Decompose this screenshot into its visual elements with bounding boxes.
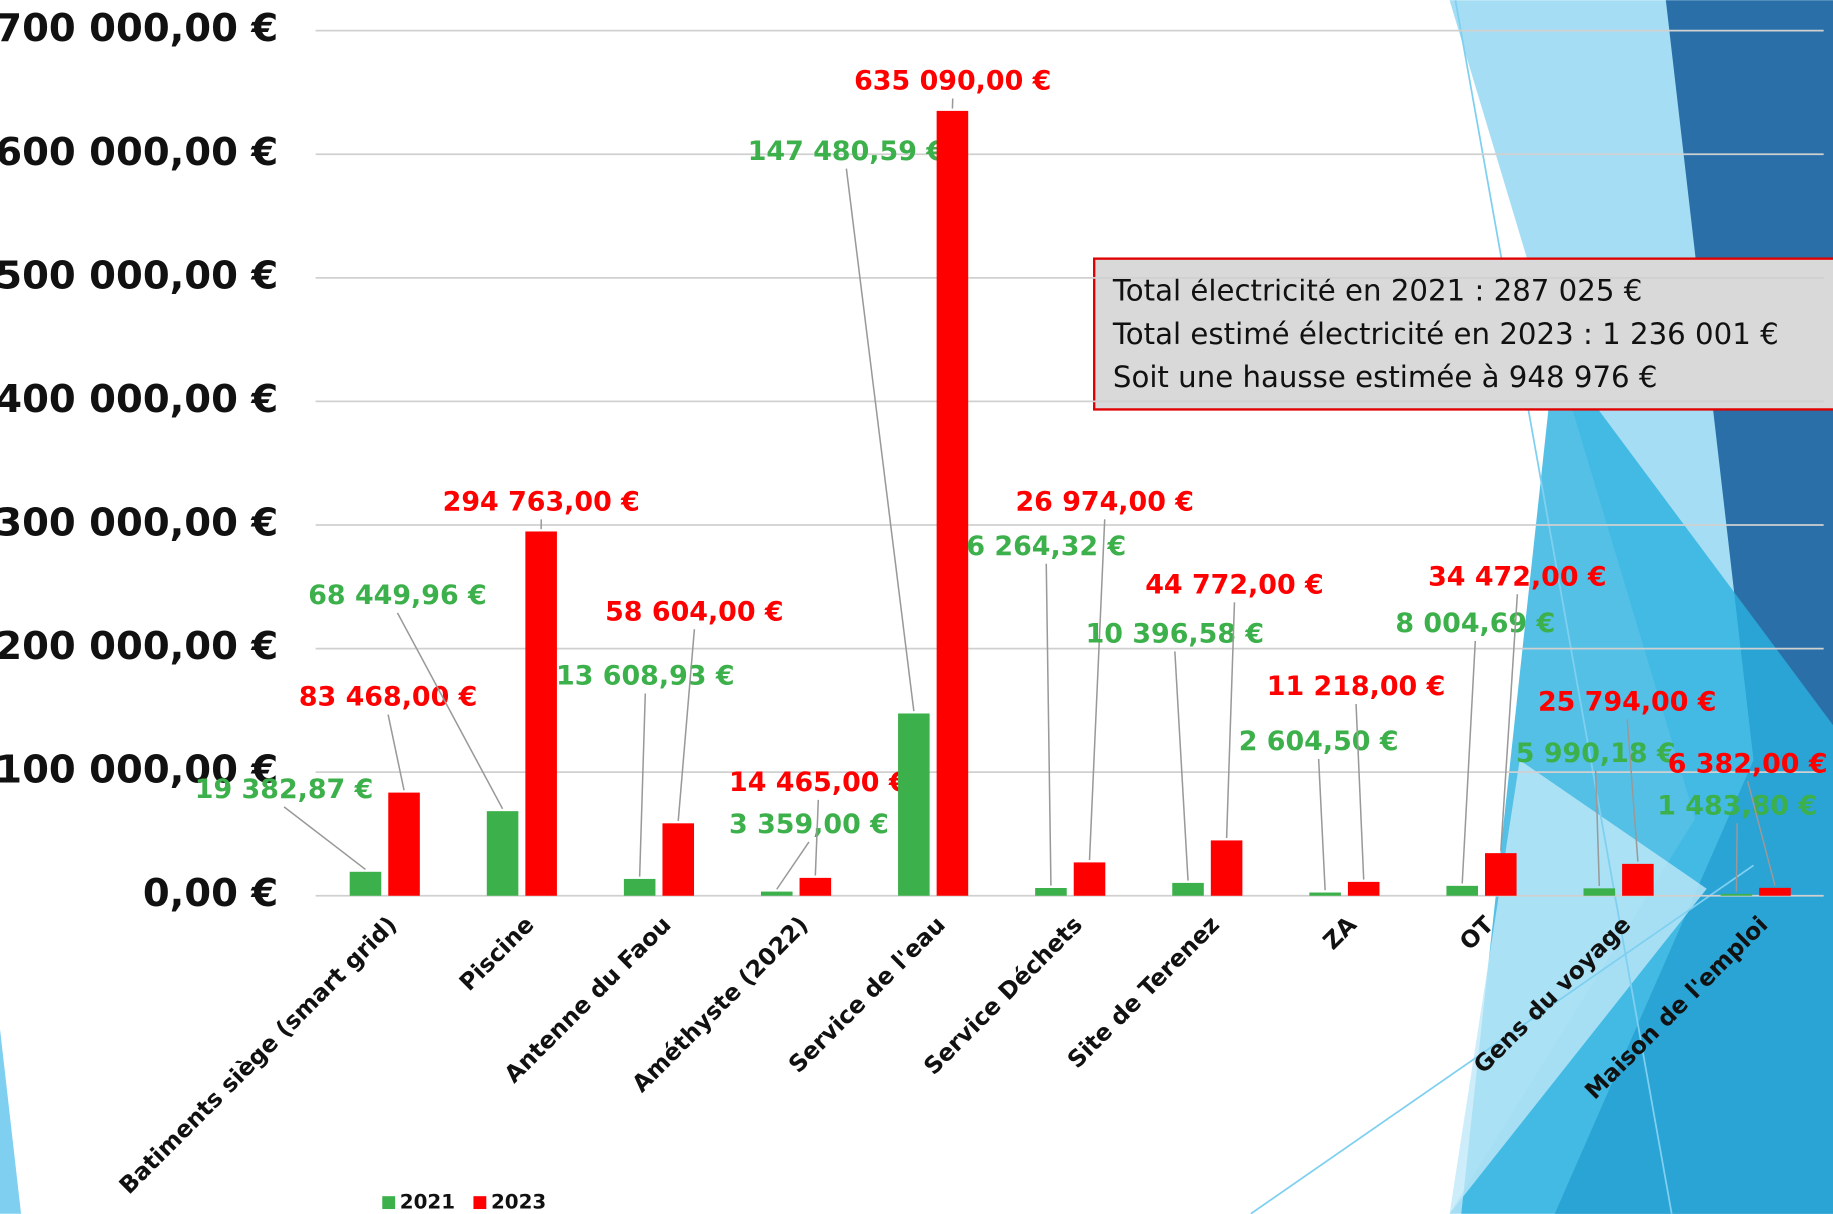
y-tick-label: 200 000,00 € xyxy=(0,624,278,669)
leader-line xyxy=(1355,703,1365,880)
annotation: Soit une hausse estimée à 948 976 € xyxy=(1113,360,1658,394)
bar xyxy=(760,891,793,896)
x-tick-label: Site de Terenez xyxy=(1062,911,1225,1074)
leader-line xyxy=(1317,758,1326,891)
value-label: 58 604,00 € xyxy=(605,596,784,627)
bar xyxy=(936,110,969,896)
x-tick-label: Piscine xyxy=(454,911,540,997)
y-tick-label: 300 000,00 € xyxy=(0,501,278,546)
value-label: 6 264,32 € xyxy=(966,531,1126,562)
value-label: 635 090,00 € xyxy=(854,66,1051,97)
bar xyxy=(799,877,832,896)
bar xyxy=(1035,888,1067,896)
value-label: 294 763,00 € xyxy=(443,486,640,517)
leader-line xyxy=(677,629,696,822)
x-tick-label: ZA xyxy=(1317,911,1362,956)
bar xyxy=(388,792,420,896)
value-label: 3 359,00 € xyxy=(729,809,889,840)
bar xyxy=(1446,885,1478,896)
value-label: 83 468,00 € xyxy=(299,682,478,713)
leader-line xyxy=(1746,780,1776,886)
legend-swatch xyxy=(382,1196,396,1210)
leader-line xyxy=(1594,770,1601,887)
leader-line xyxy=(1735,823,1738,892)
value-label: 25 794,00 € xyxy=(1538,686,1717,717)
value-label: 2 604,50 € xyxy=(1239,726,1399,757)
bar xyxy=(662,823,695,896)
value-label: 1 483,80 € xyxy=(1657,790,1817,821)
value-label: 8 004,69 € xyxy=(1395,608,1555,639)
value-label: 26 974,00 € xyxy=(1015,486,1194,517)
leader-line xyxy=(1500,594,1519,851)
value-label: 10 396,58 € xyxy=(1086,619,1265,650)
leader-line xyxy=(1088,519,1106,861)
annotation: Total estimé électricité en 2023 : 1 236… xyxy=(1112,317,1779,351)
value-label: 5 990,18 € xyxy=(1516,738,1676,769)
leader-line xyxy=(814,799,820,876)
leader-line xyxy=(1626,719,1639,862)
y-tick-label: 700 000,00 € xyxy=(0,6,278,51)
legend-label: 2023 xyxy=(491,1191,546,1214)
y-tick-label: 500 000,00 € xyxy=(0,253,278,298)
bar xyxy=(349,871,382,896)
leader-line xyxy=(1461,640,1477,884)
annotation: Total électricité en 2021 : 287 025 € xyxy=(1112,274,1642,308)
value-label: 44 772,00 € xyxy=(1145,569,1324,600)
bar xyxy=(1583,888,1616,896)
y-tick-label: 400 000,00 € xyxy=(0,377,278,422)
bar xyxy=(1759,887,1791,896)
bar xyxy=(1720,893,1753,896)
bar xyxy=(623,878,656,896)
value-label: 34 472,00 € xyxy=(1428,561,1607,592)
bar xyxy=(1347,881,1380,896)
value-label: 147 480,59 € xyxy=(748,136,945,167)
leader-line xyxy=(776,841,810,890)
y-tick-label: 100 000,00 € xyxy=(0,748,278,793)
bar xyxy=(1485,853,1517,896)
leader-line xyxy=(283,806,366,871)
y-tick-label: 600 000,00 € xyxy=(0,130,278,175)
value-label: 6 382,00 € xyxy=(1668,748,1828,779)
leader-line xyxy=(845,168,915,712)
bar xyxy=(1073,862,1106,896)
value-label: 11 218,00 € xyxy=(1267,671,1446,702)
value-label: 14 465,00 € xyxy=(729,767,908,798)
bar xyxy=(525,531,557,896)
leader-line xyxy=(1045,563,1052,886)
annotation-box xyxy=(1093,257,1833,411)
value-label: 13 608,93 € xyxy=(556,661,735,692)
leader-line xyxy=(1174,651,1189,881)
leader-line xyxy=(396,612,504,810)
leader-line xyxy=(638,693,647,877)
bar xyxy=(1172,882,1204,896)
bar xyxy=(1622,863,1654,896)
legend-swatch xyxy=(473,1196,487,1210)
value-label: 68 449,96 € xyxy=(308,580,487,611)
leader-line xyxy=(387,714,405,791)
bar xyxy=(1210,840,1243,896)
legend-label: 2021 xyxy=(400,1191,455,1214)
bar xyxy=(898,713,930,896)
y-tick-label: 0,00 € xyxy=(143,871,278,916)
value-label: 19 382,87 € xyxy=(195,774,374,805)
leader-line xyxy=(1225,602,1236,839)
bar xyxy=(486,811,519,896)
bar xyxy=(1309,892,1341,896)
x-tick-label: Batiments siège (smart grid) xyxy=(113,911,402,1200)
